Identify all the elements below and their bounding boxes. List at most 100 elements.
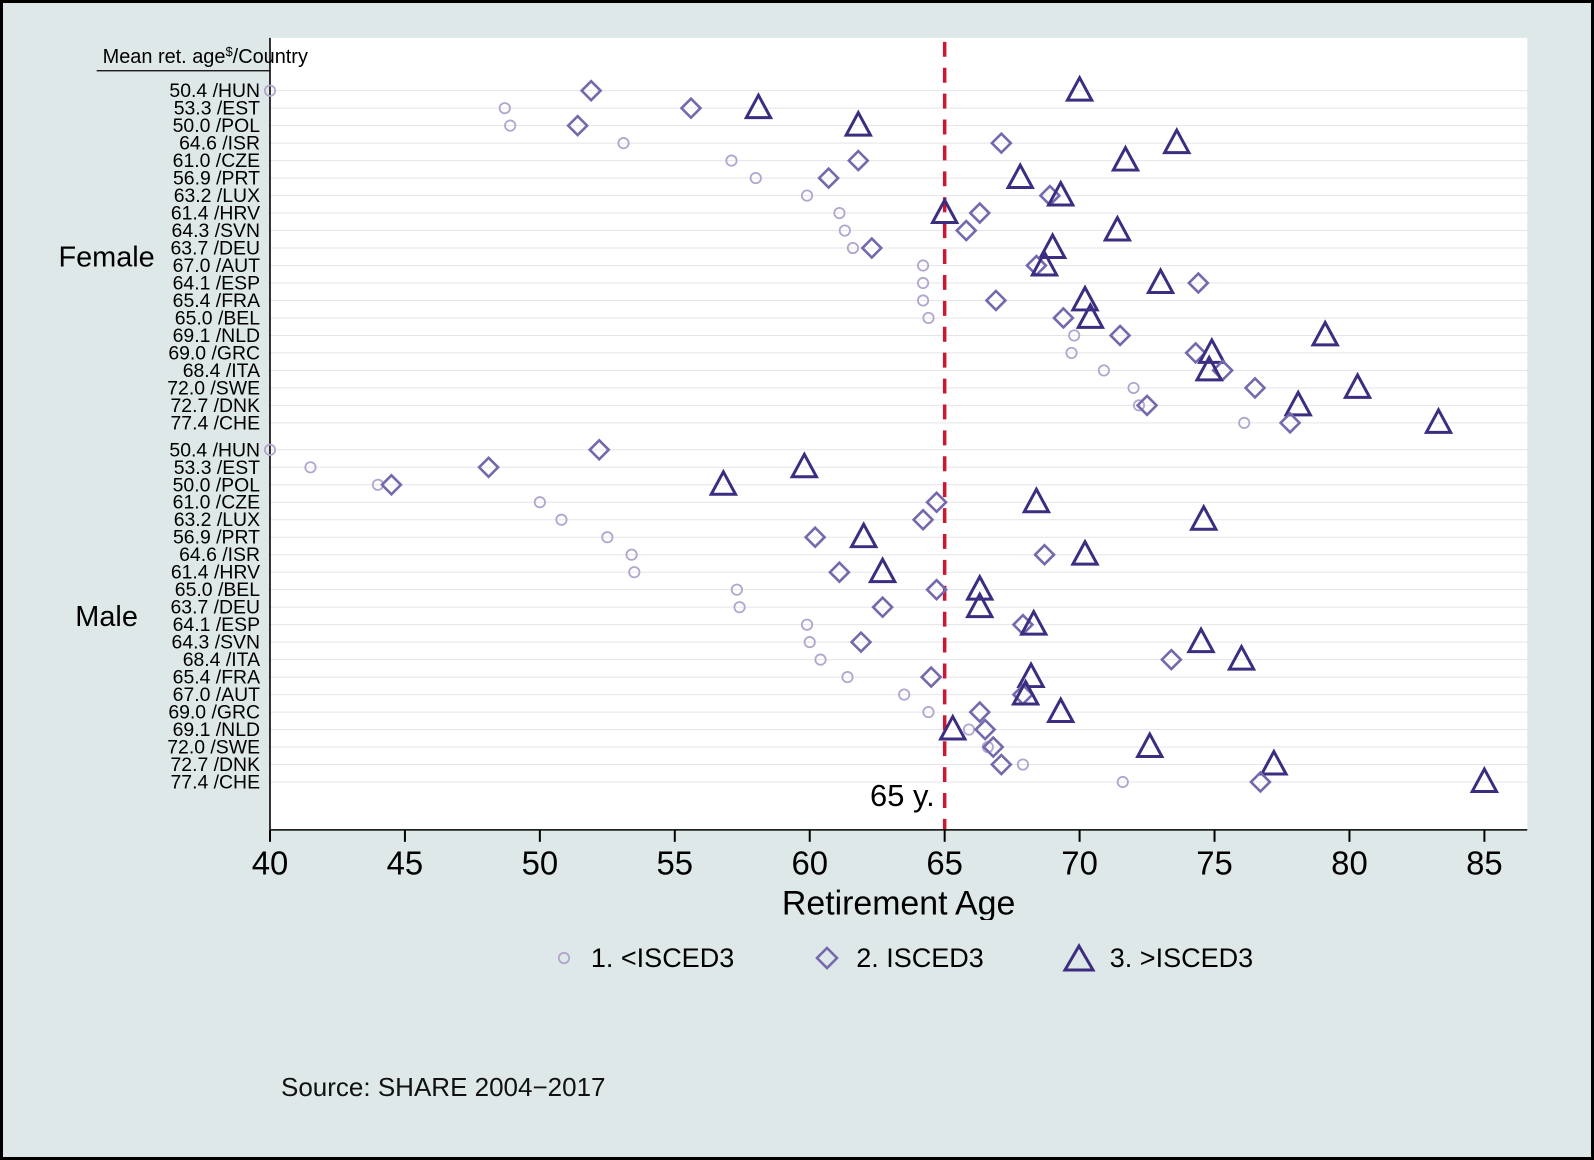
x-tick-label: 60	[791, 845, 828, 882]
marker-triangle-gt-isced3	[1016, 661, 1046, 689]
marker-circle-lt-isced3	[1016, 758, 1030, 771]
group-label-female: Female	[58, 242, 154, 274]
row-label: 61.0 /CZE	[173, 150, 260, 172]
marker-triangle-gt-isced3	[1075, 301, 1106, 329]
marker-circle-lt-isced3	[533, 496, 546, 509]
marker-circle-lt-isced3	[916, 276, 930, 290]
row-label: 64.1 /ESP	[173, 272, 260, 294]
row-label: 50.4 /HUN	[169, 80, 260, 102]
marker-triangle-gt-isced3	[1070, 284, 1100, 312]
marker-circle-lt-isced3	[1068, 329, 1081, 342]
marker-circle-lt-isced3	[846, 241, 859, 255]
marker-circle-lt-isced3	[800, 618, 814, 631]
row-label: 65.0 /BEL	[175, 307, 260, 329]
marker-triangle-gt-isced3	[1135, 730, 1165, 758]
marker-diamond-isced3	[871, 595, 894, 619]
marker-diamond-isced3	[1187, 271, 1210, 295]
source-notes: Source: SHARE 2004−2017 ISCED3=upper sec…	[281, 1011, 1343, 1157]
marker-diamond-isced3	[925, 490, 948, 514]
row-label: 63.7 /DEU	[171, 597, 261, 619]
row-label: 69.0 /GRC	[168, 702, 260, 724]
marker-diamond-isced3	[1052, 306, 1075, 330]
row-label: 56.9 /PRT	[173, 168, 260, 190]
marker-circle-lt-isced3	[1116, 775, 1129, 789]
marker-diamond-isced3	[911, 508, 935, 532]
marker-diamond-isced3	[860, 236, 884, 260]
marker-triangle-gt-isced3	[1037, 231, 1068, 259]
marker-diamond-isced3	[477, 455, 500, 479]
marker-diamond-isced3	[1135, 394, 1159, 417]
legend-label-lt-isced3: 1. <ISCED3	[590, 942, 735, 973]
x-tick-label: 80	[1331, 845, 1368, 882]
marker-triangle-gt-isced3	[1102, 214, 1133, 242]
marker-triangle-gt-isced3	[743, 92, 774, 120]
marker-diamond-isced3	[1160, 648, 1183, 671]
marker-circle-lt-isced3	[625, 548, 638, 561]
circle-marker-icon	[557, 951, 570, 965]
row-label: 64.6 /ISR	[179, 133, 260, 155]
marker-triangle-gt-isced3	[1186, 626, 1216, 654]
marker-diamond-isced3	[984, 289, 1008, 312]
row-label: 50.4 /HUN	[169, 439, 260, 461]
row-label: 65.4 /FRA	[173, 667, 260, 689]
row-label: 77.4 /CHE	[171, 412, 261, 434]
marker-triangle-gt-isced3	[1019, 608, 1049, 636]
row-label: 72.0 /SWE	[167, 377, 260, 399]
x-tick-label: 70	[1061, 845, 1098, 882]
chart-legend: 1. <ISCED3 2. ISCED3 3. >ISCED3	[271, 941, 1533, 975]
marker-diamond-isced3	[587, 438, 611, 462]
marker-circle-lt-isced3	[498, 102, 511, 115]
marker-circle-lt-isced3	[800, 189, 814, 202]
marker-diamond-isced3	[954, 219, 978, 242]
marker-circle-lt-isced3	[725, 154, 738, 167]
row-label: 64.3 /SVN	[172, 220, 260, 242]
marker-diamond-isced3	[990, 753, 1013, 776]
marker-circle-lt-isced3	[628, 566, 641, 579]
marker-diamond-isced3	[1243, 376, 1267, 400]
marker-diamond-isced3	[380, 473, 403, 497]
row-label: 64.6 /ISR	[179, 544, 260, 566]
row-label: 69.0 /GRC	[168, 342, 260, 364]
marker-circle-lt-isced3	[733, 601, 746, 614]
marker-triangle-gt-isced3	[1162, 127, 1192, 155]
row-label: 50.0 /POL	[173, 115, 261, 137]
marker-triangle-gt-isced3	[1145, 266, 1176, 294]
marker-diamond-isced3	[1249, 770, 1272, 794]
marker-triangle-gt-isced3	[1070, 538, 1100, 566]
diamond-marker-icon	[815, 946, 840, 970]
marker-triangle-gt-isced3	[1189, 503, 1219, 531]
marker-diamond-isced3	[679, 96, 703, 120]
marker-circle-lt-isced3	[916, 294, 930, 307]
marker-triangle-gt-isced3	[843, 109, 873, 137]
marker-triangle-gt-isced3	[965, 591, 995, 619]
plot-area	[269, 37, 1528, 830]
row-label: 67.0 /AUT	[173, 255, 261, 277]
row-label: 61.4 /HRV	[171, 562, 260, 584]
marker-circle-lt-isced3	[922, 311, 935, 325]
marker-circle-lt-isced3	[1238, 416, 1251, 429]
marker-circle-lt-isced3	[898, 688, 911, 701]
retirement-age-chart: 65 y. 40 45 50 55 60 65 70 75 80 85 Retirement Age M…	[58, 37, 1528, 920]
row-label: 77.4 /CHE	[171, 771, 261, 793]
marker-triangle-gt-isced3	[1005, 162, 1035, 190]
x-tick-label: 85	[1466, 845, 1503, 882]
row-label: 65.4 /FRA	[173, 290, 260, 312]
row-label: 68.4 /ITA	[183, 649, 260, 671]
marker-circle-lt-isced3	[263, 84, 277, 97]
marker-triangle-gt-isced3	[1021, 486, 1052, 514]
marker-triangle-gt-isced3	[849, 521, 879, 549]
marker-circle-lt-isced3	[555, 513, 568, 526]
row-label: 61.0 /CZE	[173, 492, 260, 514]
marker-diamond-isced3	[973, 718, 997, 741]
marker-circle-lt-isced3	[263, 443, 277, 456]
row-label: 68.4 /ITA	[183, 360, 260, 382]
row-header-label: Mean ret. age$/Country	[103, 44, 308, 68]
marker-triangle-gt-isced3	[938, 713, 968, 741]
marker-diamond-isced3	[803, 525, 827, 549]
marker-triangle-gt-isced3	[1110, 144, 1141, 172]
marker-triangle-gt-isced3	[929, 196, 960, 225]
legend-item-lt-isced3: 1. <ISCED3	[551, 943, 734, 974]
marker-circle-lt-isced3	[833, 206, 846, 220]
marker-diamond-isced3	[990, 131, 1013, 155]
marker-triangle-gt-isced3	[867, 556, 898, 584]
